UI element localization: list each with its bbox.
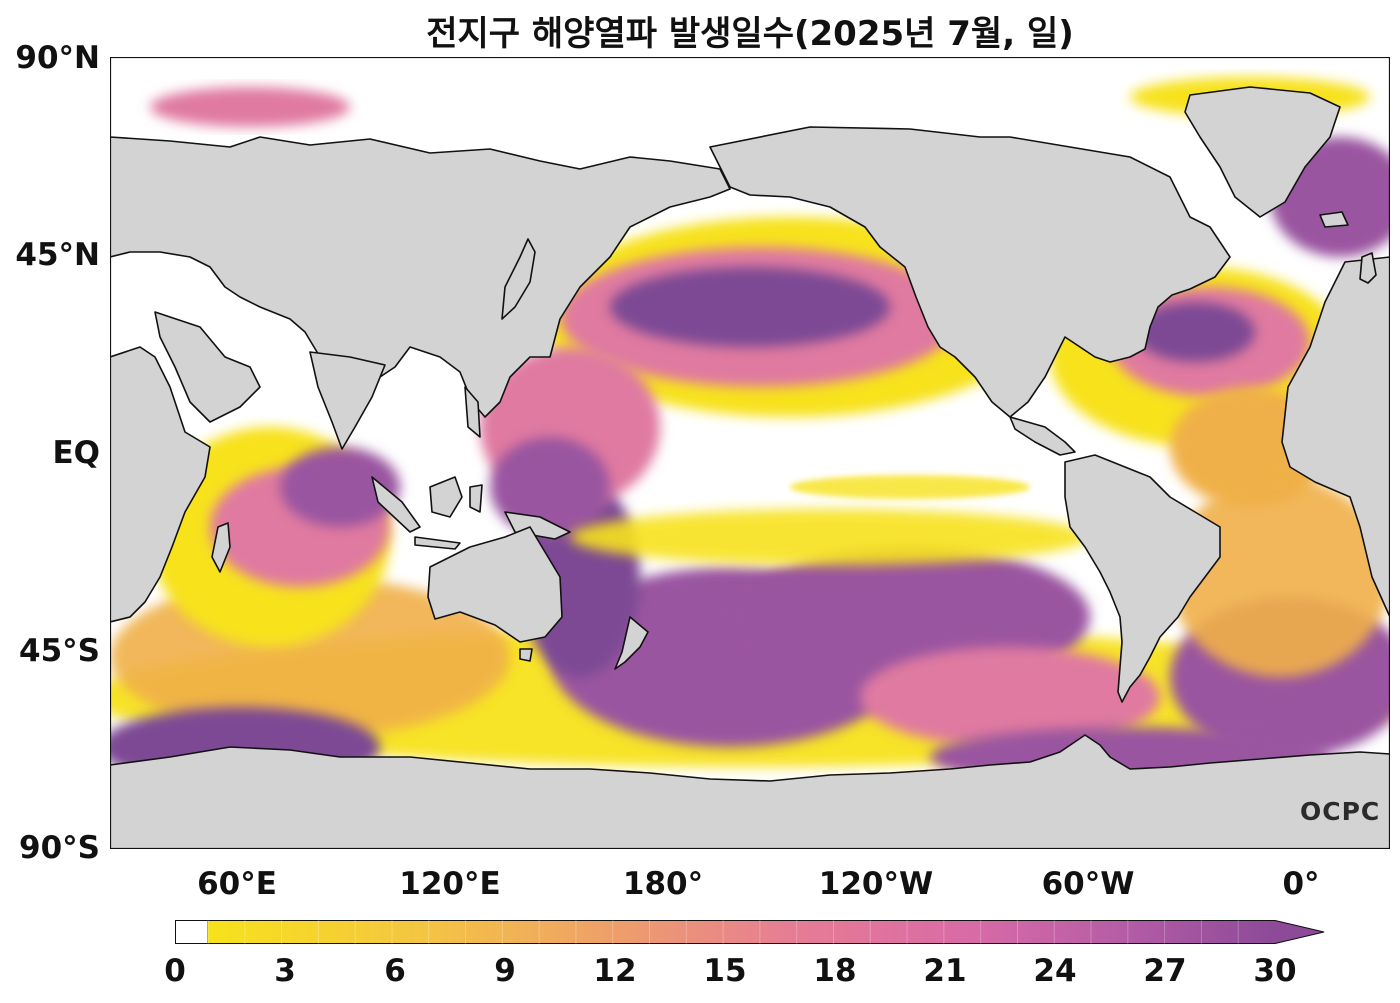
land-south-america <box>1064 454 1221 703</box>
colorbar-zero-bin <box>175 920 209 944</box>
land-north-america <box>709 126 1231 418</box>
lat-label-45s: 45°S <box>19 633 100 669</box>
colorbar-tick-24: 24 <box>1033 953 1077 989</box>
lat-label-90n: 90°N <box>15 40 100 76</box>
heatwave-patch <box>1170 477 1390 677</box>
map-canvas <box>110 57 1390 849</box>
map-title: 전지구 해양열파 발생일수(2025년 7월, 일) <box>426 14 1074 54</box>
colorbar-tick-27: 27 <box>1143 953 1187 989</box>
colorbar-ticks <box>207 920 1239 944</box>
heatwave-patch <box>860 647 1160 747</box>
colorbar-tick-9: 9 <box>494 953 516 989</box>
heatwave-patch <box>280 447 400 527</box>
heatwave-patch <box>790 475 1030 499</box>
ocpc-logo: OCPC <box>1300 797 1381 826</box>
land-uk <box>1359 252 1377 284</box>
land-new-zealand <box>614 616 649 670</box>
land-philippines <box>464 386 481 438</box>
lat-label-eq: EQ <box>52 435 100 471</box>
colorbar-tick-6: 6 <box>384 953 406 989</box>
heatwave-map <box>110 57 1390 849</box>
land-arabia <box>154 311 261 423</box>
colorbar <box>175 920 1325 944</box>
colorbar-outline <box>175 920 1325 944</box>
heatwave-patch <box>150 87 350 127</box>
land-masses <box>110 86 1390 849</box>
colorbar-tick-30: 30 <box>1253 953 1297 989</box>
land-australia <box>427 526 563 643</box>
colorbar-tick-21: 21 <box>923 953 967 989</box>
colorbar-tick-15: 15 <box>703 953 747 989</box>
land-madagascar <box>211 522 231 573</box>
land-india <box>309 351 386 450</box>
land-antarctica <box>110 734 1390 849</box>
heatwave-patch <box>570 509 1090 565</box>
land-central-america <box>1009 416 1076 456</box>
land-sulawesi <box>469 484 483 513</box>
lat-label-45n: 45°N <box>15 237 100 273</box>
land-java <box>414 536 461 550</box>
colorbar-gradient <box>208 920 1275 944</box>
heatwave-field <box>110 77 1390 787</box>
heatwave-patch <box>490 437 610 537</box>
land-japan <box>501 238 536 320</box>
lat-label-90s: 90°S <box>19 830 100 866</box>
lon-label-120e: 120°E <box>399 866 501 902</box>
heatwave-patch <box>610 267 890 347</box>
colorbar-tick-18: 18 <box>813 953 857 989</box>
land-africa <box>110 346 211 623</box>
land-borneo <box>429 476 463 518</box>
colorbar-tick-3: 3 <box>274 953 296 989</box>
colorbar-extend-arrow <box>1275 920 1325 944</box>
colorbar-tick-0: 0 <box>164 953 186 989</box>
colorbar-tick-12: 12 <box>593 953 637 989</box>
lon-label-0: 0° <box>1282 866 1320 902</box>
lon-label-180: 180° <box>622 866 704 902</box>
lon-label-120w: 120°W <box>818 866 934 902</box>
land-iceland <box>1319 211 1349 228</box>
land-tasmania <box>519 648 533 662</box>
lon-label-60w: 60°W <box>1041 866 1135 902</box>
map-frame <box>110 57 1390 849</box>
lon-label-60e: 60°E <box>197 866 277 902</box>
heatwave-patch <box>1135 302 1255 362</box>
land-greenland <box>1184 86 1341 218</box>
land-eurasia <box>110 136 731 418</box>
land-africa-west <box>1281 256 1390 618</box>
land-sumatra <box>371 476 421 533</box>
